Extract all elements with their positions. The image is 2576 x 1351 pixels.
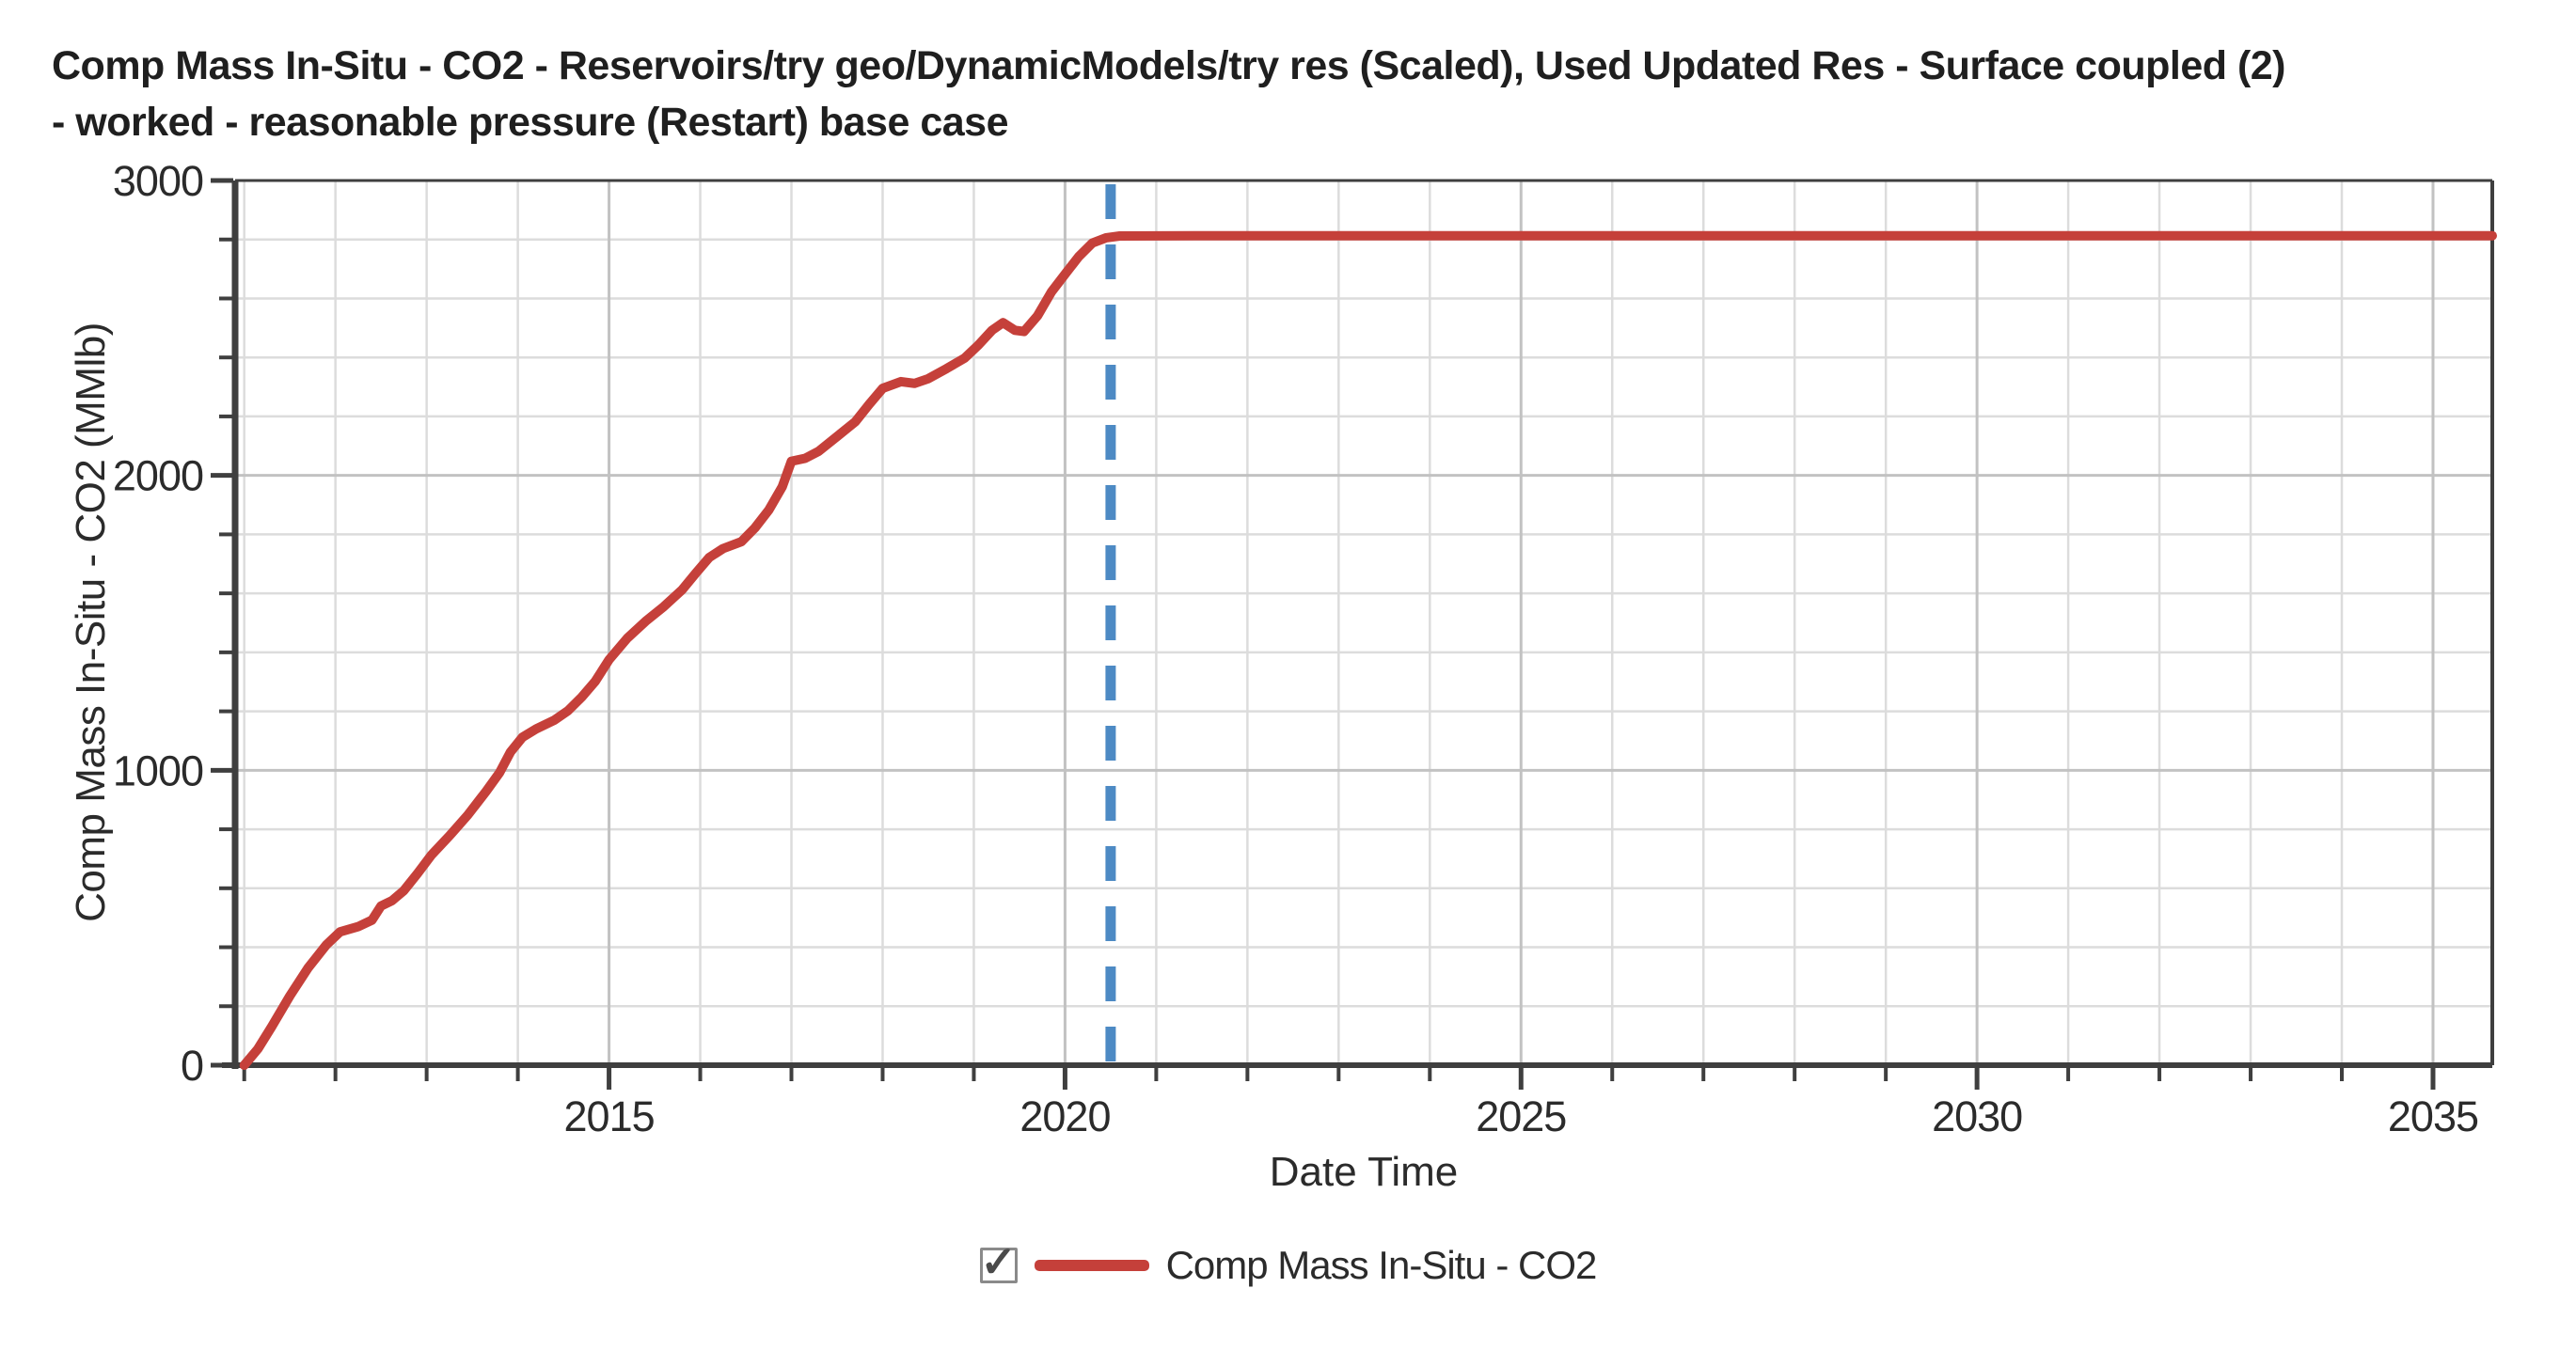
- y-tick-label: 3000: [113, 157, 203, 205]
- axis-ticks: [211, 178, 2436, 1090]
- y-tick-label: 1000: [113, 746, 203, 794]
- axis-tick-labels: 2015 2020 2025 2030 2035 0 1000 2000 3000: [113, 157, 2479, 1140]
- x-tick-label: 2035: [2388, 1092, 2478, 1140]
- data-series-line: [239, 230, 2497, 1070]
- gridlines-minor: [235, 181, 2492, 1065]
- x-tick-label: 2025: [1476, 1092, 1566, 1140]
- series-line: [239, 230, 2497, 1070]
- gridlines-major: [235, 179, 2492, 1065]
- axes-spines: [222, 179, 2494, 1069]
- legend-label: Comp Mass In-Situ - CO2: [1165, 1243, 1598, 1287]
- y-axis-label: Comp Mass In-Situ - CO2 (MMlb): [68, 322, 114, 922]
- x-tick-label: 2015: [564, 1092, 655, 1140]
- legend-line-swatch: [1034, 1260, 1149, 1271]
- x-axis-label: Date Time: [1269, 1149, 1459, 1195]
- legend: ✓ Comp Mass In-Situ - CO2: [0, 1237, 2576, 1288]
- y-tick-label: 2000: [113, 452, 203, 500]
- chart-title-line1: Comp Mass In-Situ - CO2 - Reservoirs/try…: [52, 43, 2286, 88]
- chart-title: Comp Mass In-Situ - CO2 - Reservoirs/try…: [52, 38, 2553, 150]
- x-tick-label: 2030: [1932, 1092, 2022, 1140]
- legend-checkbox[interactable]: ✓: [979, 1237, 1018, 1286]
- y-tick-label: 0: [181, 1042, 203, 1090]
- x-tick-label: 2020: [1019, 1092, 1110, 1140]
- chart-title-line2: - worked - reasonable pressure (Restart)…: [52, 100, 1009, 145]
